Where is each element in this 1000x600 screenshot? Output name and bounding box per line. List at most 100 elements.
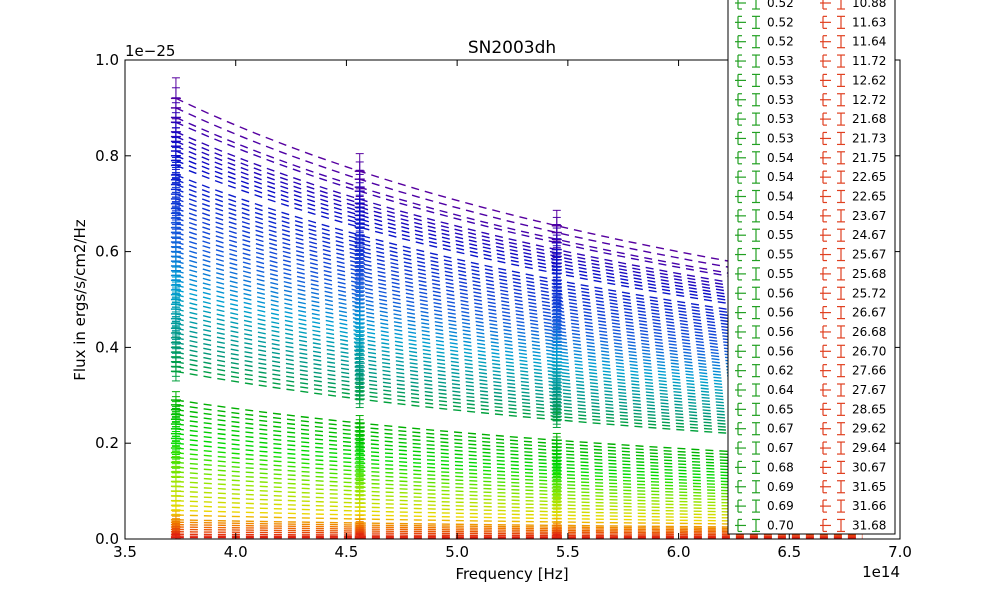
legend-label: 0.68 bbox=[767, 460, 794, 474]
legend-marker bbox=[820, 325, 845, 339]
legend-marker bbox=[820, 306, 845, 320]
legend: 0.52 0.52 0.52 0.53 0.53 0.53 0.53 0.53 0.54 0.54… bbox=[727, 0, 896, 535]
series-line bbox=[175, 437, 863, 482]
legend-marker bbox=[735, 480, 760, 494]
legend-label: 31.65 bbox=[852, 480, 886, 494]
series-line bbox=[175, 423, 863, 473]
legend-marker bbox=[820, 112, 845, 126]
legend-marker bbox=[820, 170, 845, 184]
legend-label: 0.54 bbox=[767, 151, 794, 165]
legend-label: 0.53 bbox=[767, 112, 794, 126]
legend-label: 0.70 bbox=[767, 518, 794, 532]
legend-marker bbox=[735, 441, 760, 455]
legend-label: 0.53 bbox=[767, 93, 794, 107]
legend-label: 0.56 bbox=[767, 344, 794, 358]
legend-marker bbox=[735, 325, 760, 339]
series-line bbox=[175, 504, 863, 521]
legend-label: 0.56 bbox=[767, 286, 794, 300]
legend-label: 0.54 bbox=[767, 170, 794, 184]
legend-marker bbox=[820, 228, 845, 242]
x-axis-label: Frequency [Hz] bbox=[455, 565, 568, 583]
legend-label: 0.69 bbox=[767, 499, 794, 513]
x-tick-label: 5.0 bbox=[445, 543, 469, 561]
legend-marker bbox=[735, 54, 760, 68]
series-line bbox=[175, 471, 863, 501]
series-line bbox=[175, 203, 863, 346]
legend-marker bbox=[735, 422, 760, 436]
legend-marker bbox=[735, 170, 760, 184]
series-line bbox=[175, 250, 863, 373]
legend-marker bbox=[735, 189, 760, 204]
legend-label: 10.88 bbox=[852, 0, 886, 10]
legend-label: 21.68 bbox=[852, 112, 886, 126]
legend-label: 27.67 bbox=[852, 383, 886, 397]
series-line bbox=[175, 466, 863, 498]
legend-label: 25.72 bbox=[852, 286, 886, 300]
series-line bbox=[175, 521, 863, 530]
legend-marker bbox=[735, 402, 760, 416]
legend-label: 29.62 bbox=[852, 422, 886, 436]
legend-label: 0.52 bbox=[767, 0, 794, 10]
x-tick-label: 7.0 bbox=[888, 543, 912, 561]
legend-marker bbox=[820, 54, 845, 68]
legend-label: 28.65 bbox=[852, 402, 886, 416]
legend-label: 11.63 bbox=[852, 15, 886, 29]
legend-marker bbox=[735, 112, 760, 126]
series-line bbox=[175, 255, 863, 376]
legend-label: 12.62 bbox=[852, 73, 886, 87]
x-tick-label: 6.0 bbox=[667, 543, 691, 561]
y-axis-label: Flux in ergs/s/cm2/Hz bbox=[71, 219, 89, 381]
legend-marker bbox=[820, 93, 845, 107]
series-line bbox=[175, 432, 863, 479]
legend-label: 31.66 bbox=[852, 499, 886, 513]
legend-marker bbox=[820, 189, 845, 204]
legend-label: 31.68 bbox=[852, 518, 886, 532]
series-line bbox=[175, 535, 863, 538]
legend-marker bbox=[820, 499, 845, 513]
series-line bbox=[175, 217, 863, 354]
series-line bbox=[175, 198, 863, 343]
legend-label: 0.52 bbox=[767, 35, 794, 49]
legend-marker bbox=[735, 0, 760, 10]
legend-marker bbox=[735, 209, 760, 223]
legend-label: 0.54 bbox=[767, 209, 794, 223]
legend-marker bbox=[820, 15, 845, 29]
x-tick-label: 4.0 bbox=[224, 543, 248, 561]
chart-title: SN2003dh bbox=[468, 38, 556, 58]
series-line bbox=[175, 523, 863, 532]
series-line bbox=[175, 246, 863, 371]
series-line bbox=[175, 418, 863, 471]
x-tick-label: 4.5 bbox=[334, 543, 358, 561]
series-line bbox=[175, 531, 863, 536]
legend-marker bbox=[735, 131, 760, 146]
series-line bbox=[175, 447, 863, 487]
legend-marker bbox=[820, 402, 845, 416]
legend-label: 21.75 bbox=[852, 151, 886, 165]
series-line bbox=[175, 461, 863, 496]
series-line bbox=[175, 442, 863, 485]
y-tick-label: 0.4 bbox=[95, 338, 119, 356]
legend-marker bbox=[820, 35, 845, 49]
x-tick-label: 3.5 bbox=[113, 543, 137, 561]
series-line bbox=[175, 428, 863, 476]
series-line bbox=[175, 212, 863, 351]
x-multiplier-label: 1e14 bbox=[862, 563, 900, 581]
series-line bbox=[175, 495, 863, 515]
legend-label: 0.53 bbox=[767, 54, 794, 68]
legend-marker bbox=[735, 286, 760, 300]
series-line bbox=[175, 490, 863, 512]
series-line bbox=[175, 533, 863, 537]
series-line bbox=[175, 514, 863, 526]
legend-marker bbox=[820, 422, 845, 436]
legend-marker bbox=[735, 460, 760, 474]
legend-marker bbox=[820, 247, 845, 262]
legend-label: 0.67 bbox=[767, 441, 794, 455]
series-line bbox=[175, 231, 863, 362]
legend-marker bbox=[735, 73, 760, 88]
legend-marker bbox=[735, 35, 760, 49]
legend-marker bbox=[735, 306, 760, 320]
legend-marker bbox=[735, 364, 760, 378]
series-line bbox=[175, 480, 863, 507]
series-line bbox=[175, 260, 863, 379]
